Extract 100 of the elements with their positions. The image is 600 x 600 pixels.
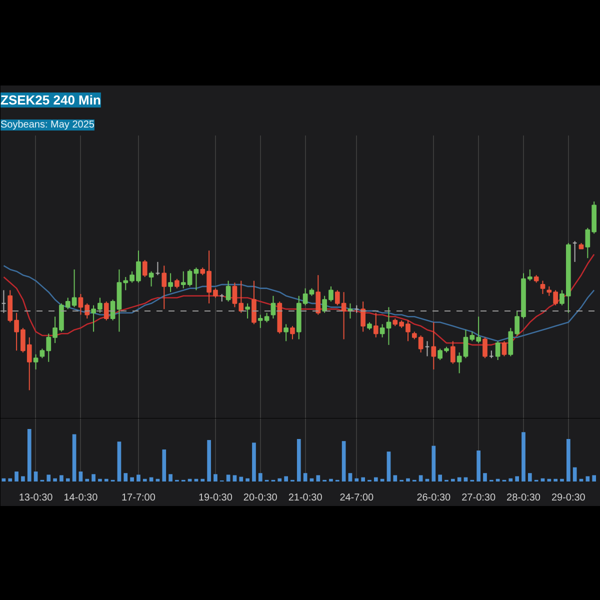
bar	[496, 478, 500, 482]
candlestick	[482, 336, 488, 359]
candlestick	[540, 280, 546, 294]
bar	[374, 477, 378, 482]
bar	[124, 473, 128, 482]
x-tick-label: 13-0:30	[18, 492, 54, 504]
bar	[432, 446, 436, 482]
bar	[66, 478, 70, 482]
bar	[168, 474, 172, 482]
bar	[438, 474, 442, 482]
bar	[508, 478, 513, 482]
candlestick	[33, 354, 38, 370]
x-tick-label: 26-0:30	[416, 492, 452, 504]
candlestick	[245, 302, 250, 320]
chart-subtitle: Soybeans: May 2025	[0, 120, 95, 130]
candlestick	[284, 324, 288, 342]
chart-title: ZSEK25 240 Min	[0, 92, 101, 108]
bar	[34, 472, 38, 482]
candlestick	[316, 274, 321, 316]
bar	[284, 476, 288, 482]
bar	[342, 441, 346, 482]
bar	[226, 474, 230, 482]
bar	[142, 478, 147, 482]
bar	[483, 473, 487, 482]
bar	[560, 478, 564, 482]
bar	[418, 475, 423, 482]
x-tick-label: 27-0:30	[462, 492, 496, 504]
candlestick	[174, 278, 180, 289]
candlestick	[290, 326, 295, 340]
bar	[566, 438, 570, 482]
bar	[130, 477, 134, 482]
candlestick	[450, 340, 456, 364]
bar	[476, 450, 480, 482]
bar	[53, 478, 57, 482]
x-tick-label: 17-7:00	[122, 492, 156, 504]
bar	[522, 432, 526, 482]
bar	[252, 442, 256, 482]
bar	[104, 478, 108, 482]
candlestick	[168, 272, 173, 293]
bar	[117, 442, 122, 482]
bar	[303, 473, 308, 482]
bar	[92, 474, 96, 482]
candlestick	[386, 306, 392, 346]
candlestick	[431, 322, 436, 370]
bar	[547, 478, 552, 482]
bar	[316, 475, 320, 482]
bar	[406, 478, 410, 482]
candlestick	[194, 267, 199, 291]
bar	[14, 472, 18, 482]
x-tick-label: 24-7:00	[340, 492, 374, 504]
x-tick-label: 21-0:30	[288, 492, 323, 504]
bar	[60, 475, 64, 482]
candlestick	[162, 265, 167, 310]
candlestick	[373, 312, 378, 338]
candlestick	[380, 324, 385, 338]
bar	[572, 467, 577, 482]
bar	[214, 474, 218, 482]
x-tick-label: 28-0:30	[506, 492, 541, 504]
x-tick-label: 14-0:30	[64, 492, 98, 504]
bar	[348, 473, 352, 482]
bar	[393, 475, 398, 482]
bar	[207, 440, 211, 482]
candlestick	[142, 260, 148, 278]
candlestick	[502, 340, 507, 357]
bar	[85, 478, 90, 482]
bar	[361, 477, 365, 482]
bar	[296, 438, 301, 482]
bar	[329, 478, 333, 482]
bar	[78, 472, 83, 482]
bar	[239, 476, 244, 482]
candlestick	[270, 295, 276, 320]
bar	[386, 452, 391, 482]
bar	[450, 478, 455, 482]
bar	[162, 449, 166, 482]
bar	[258, 473, 262, 482]
bar	[136, 474, 140, 482]
bar	[592, 475, 596, 482]
bar	[8, 478, 12, 482]
x-tick-label: 19-0:30	[198, 492, 233, 504]
x-tick-label: 29-0:30	[551, 492, 586, 504]
bar	[354, 478, 359, 482]
bar	[21, 476, 25, 482]
bar	[232, 475, 237, 482]
bar	[515, 476, 520, 482]
candlestick	[456, 352, 462, 374]
bar	[528, 473, 532, 482]
bar	[46, 474, 51, 482]
candlestick	[104, 301, 109, 321]
bar	[586, 476, 590, 482]
bar	[246, 478, 250, 482]
bar	[72, 434, 76, 482]
candlestick	[148, 270, 154, 287]
bar	[27, 429, 32, 482]
bar	[200, 478, 205, 482]
candlestick	[495, 340, 500, 361]
candlestick	[360, 301, 366, 332]
bar	[98, 478, 102, 482]
candlestick	[252, 280, 256, 325]
bar	[278, 478, 282, 482]
bar	[554, 478, 558, 482]
